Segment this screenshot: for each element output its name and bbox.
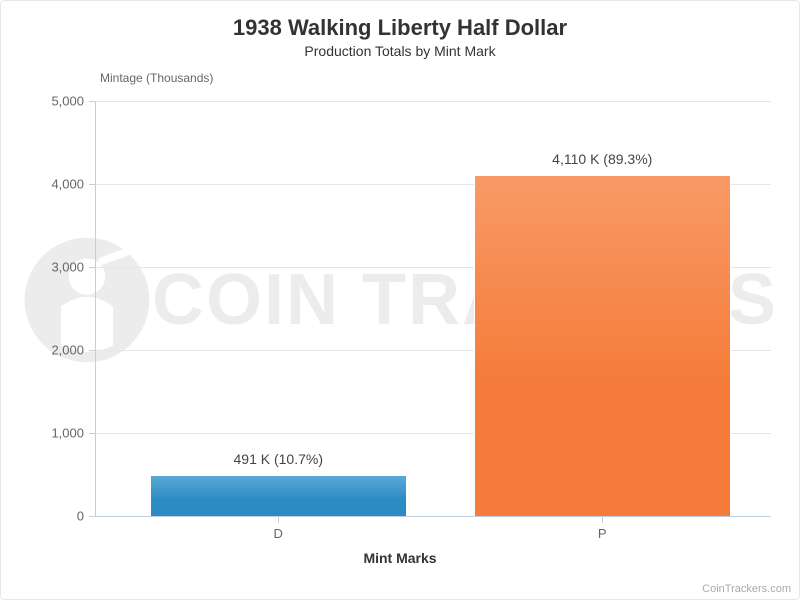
x-axis-line: [96, 516, 771, 517]
x-tick: [278, 516, 279, 523]
y-tick-label: 2,000: [51, 343, 84, 358]
y-tick-label: 1,000: [51, 426, 84, 441]
bar-P: [474, 175, 731, 516]
chart-container: COIN TRACKERS 1938 Walking Liberty Half …: [0, 0, 800, 600]
chart-subtitle: Production Totals by Mint Mark: [1, 41, 799, 59]
x-tick-label: P: [598, 526, 607, 541]
footer-credit: CoinTrackers.com: [702, 583, 791, 595]
plot-area: 01,0002,0003,0004,0005,000491 K (10.7%)D…: [96, 101, 771, 516]
y-axis-label: Mintage (Thousands): [100, 71, 213, 85]
bar-label-D: 491 K (10.7%): [234, 451, 324, 467]
y-tick-label: 0: [77, 509, 84, 524]
y-tick-label: 3,000: [51, 260, 84, 275]
bar-label-P: 4,110 K (89.3%): [552, 151, 652, 167]
x-tick: [602, 516, 603, 523]
bar-D: [150, 475, 407, 516]
gridline: [96, 101, 771, 102]
y-tick: [89, 516, 96, 517]
y-tick-label: 4,000: [51, 177, 84, 192]
x-tick-label: D: [274, 526, 283, 541]
chart-title: 1938 Walking Liberty Half Dollar: [1, 1, 799, 41]
y-tick-label: 5,000: [51, 94, 84, 109]
x-axis-label: Mint Marks: [363, 550, 436, 566]
y-axis-line: [95, 101, 96, 516]
